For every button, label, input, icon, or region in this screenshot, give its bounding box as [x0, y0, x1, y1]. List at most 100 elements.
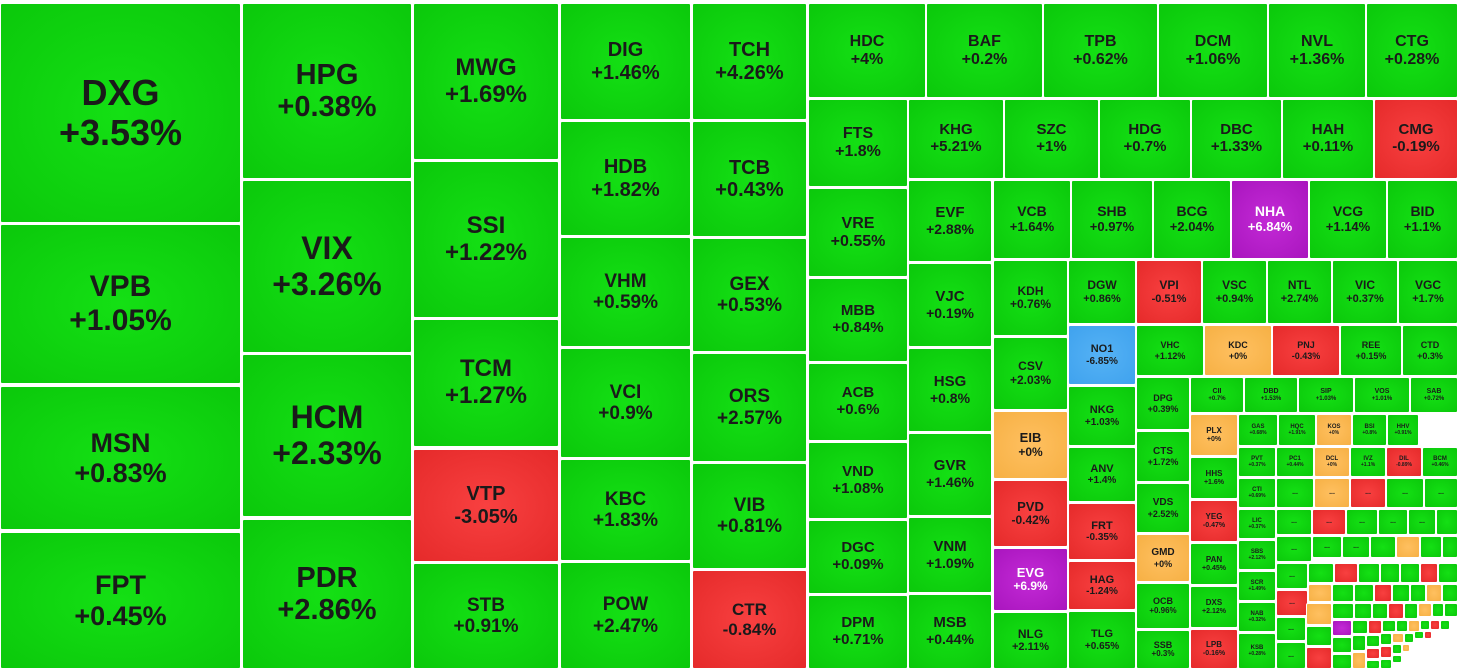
tile-ctr[interactable]: CTR -0.84%	[692, 570, 807, 669]
tile-small[interactable]	[1332, 603, 1354, 619]
tile-ssi[interactable]: SSI +1.22%	[413, 161, 559, 318]
tile-small[interactable]	[1396, 536, 1420, 558]
tile-vre[interactable]: VRE +0.55%	[808, 188, 908, 277]
tile-small[interactable]	[1374, 584, 1392, 602]
tile-acb[interactable]: ACB +0.6%	[808, 363, 908, 441]
tile-nha[interactable]: NHA +6.84%	[1231, 180, 1309, 259]
tile-hqc[interactable]: HQC +1.91%	[1278, 414, 1316, 446]
tile-small[interactable]: ...	[1276, 509, 1312, 535]
tile-hhs[interactable]: HHS +1.6%	[1190, 457, 1238, 499]
tile-vtp[interactable]: VTP -3.05%	[413, 449, 559, 562]
tile-ntl[interactable]: NTL +2.74%	[1267, 260, 1332, 324]
tile-vds[interactable]: VDS +2.52%	[1136, 483, 1190, 533]
tile-small[interactable]	[1430, 620, 1440, 630]
tile-mwg[interactable]: MWG +1.69%	[413, 3, 559, 160]
tile-small[interactable]: ...	[1350, 478, 1386, 508]
tile-hdg[interactable]: HDG +0.7%	[1099, 99, 1191, 179]
tile-vjc[interactable]: VJC +0.19%	[908, 263, 992, 347]
tile-mbb[interactable]: MBB +0.84%	[808, 278, 908, 362]
tile-small[interactable]	[1354, 584, 1374, 602]
tile-hcm[interactable]: HCM +2.33%	[242, 354, 412, 517]
tile-small[interactable]	[1392, 655, 1402, 663]
tile-dbd[interactable]: DBD +1.53%	[1244, 377, 1298, 413]
tile-small[interactable]	[1380, 563, 1400, 583]
tile-pow[interactable]: POW +2.47%	[560, 562, 691, 669]
tile-small[interactable]	[1418, 603, 1432, 617]
tile-small[interactable]: ...	[1276, 642, 1306, 669]
tile-hdc[interactable]: HDC +4%	[808, 3, 926, 98]
tile-scr[interactable]: SCR +1.49%	[1238, 571, 1276, 601]
tile-vpb[interactable]: VPB +1.05%	[0, 224, 241, 384]
tile-no1[interactable]: NO1 -6.85%	[1068, 325, 1136, 385]
tile-kbc[interactable]: KBC +1.83%	[560, 459, 691, 561]
tile-dig[interactable]: DIG +1.46%	[560, 3, 691, 120]
tile-small[interactable]	[1388, 603, 1404, 619]
tile-vpi[interactable]: VPI -0.51%	[1136, 260, 1202, 324]
tile-small[interactable]	[1442, 536, 1458, 558]
tile-evf[interactable]: EVF +2.88%	[908, 180, 992, 262]
tile-nvl[interactable]: NVL +1.36%	[1268, 3, 1366, 98]
tile-pdr[interactable]: PDR +2.86%	[242, 519, 412, 669]
tile-bcg[interactable]: BCG +2.04%	[1153, 180, 1231, 259]
tile-tpb[interactable]: TPB +0.62%	[1043, 3, 1158, 98]
tile-ree[interactable]: REE +0.15%	[1340, 325, 1402, 376]
tile-frt[interactable]: FRT -0.35%	[1068, 503, 1136, 560]
tile-small[interactable]: ...	[1424, 478, 1458, 508]
tile-plx[interactable]: PLX +0%	[1190, 414, 1238, 456]
tile-small[interactable]	[1306, 626, 1332, 646]
tile-small[interactable]	[1404, 603, 1418, 619]
tile-small[interactable]	[1366, 635, 1380, 647]
tile-ocb[interactable]: OCB +0.96%	[1136, 583, 1190, 629]
tile-vos[interactable]: VOS +1.01%	[1354, 377, 1410, 413]
tile-dcm[interactable]: DCM +1.06%	[1158, 3, 1268, 98]
tile-small[interactable]: ...	[1276, 617, 1306, 641]
tile-anv[interactable]: ANV +1.4%	[1068, 447, 1136, 502]
tile-small[interactable]	[1332, 584, 1354, 602]
tile-small[interactable]	[1436, 509, 1458, 535]
tile-pan[interactable]: PAN +0.45%	[1190, 543, 1238, 585]
tile-hhv[interactable]: HHV +0.91%	[1387, 414, 1419, 446]
tile-vix[interactable]: VIX +3.26%	[242, 180, 412, 353]
tile-small[interactable]	[1400, 563, 1420, 583]
tile-eib[interactable]: EIB +0%	[993, 411, 1068, 479]
tile-vcb[interactable]: VCB +1.64%	[993, 180, 1071, 259]
tile-vhc[interactable]: VHC +1.12%	[1136, 325, 1204, 376]
tile-sab[interactable]: SAB +0.72%	[1410, 377, 1458, 413]
tile-vnd[interactable]: VND +1.08%	[808, 442, 908, 519]
tile-small[interactable]: ...	[1276, 478, 1314, 508]
tile-dcl[interactable]: DCL +0%	[1314, 447, 1350, 477]
tile-pnj[interactable]: PNJ -0.43%	[1272, 325, 1340, 376]
tile-nkg[interactable]: NKG +1.03%	[1068, 386, 1136, 446]
tile-stb[interactable]: STB +0.91%	[413, 563, 559, 669]
tile-vgc[interactable]: VGC +1.7%	[1398, 260, 1458, 324]
tile-small[interactable]	[1402, 644, 1410, 652]
tile-small[interactable]	[1396, 620, 1408, 632]
tile-small[interactable]	[1332, 637, 1352, 653]
tile-pvt[interactable]: PVT +0.37%	[1238, 447, 1276, 477]
tile-gmd[interactable]: GMD +0%	[1136, 534, 1190, 582]
tile-ssb[interactable]: SSB +0.3%	[1136, 630, 1190, 669]
tile-dpm[interactable]: DPM +0.71%	[808, 595, 908, 669]
tile-dpg[interactable]: DPG +0.39%	[1136, 377, 1190, 430]
tile-nab[interactable]: NAB +0.32%	[1238, 602, 1276, 632]
tile-evg[interactable]: EVG +6.9%	[993, 548, 1068, 611]
tile-small[interactable]	[1354, 603, 1372, 619]
tile-small[interactable]	[1368, 620, 1382, 634]
tile-small[interactable]: ...	[1312, 509, 1346, 535]
tile-small[interactable]: ...	[1386, 478, 1424, 508]
tile-small[interactable]	[1308, 584, 1332, 602]
tile-small[interactable]	[1404, 633, 1414, 643]
tile-cii[interactable]: CII +0.7%	[1190, 377, 1244, 413]
tile-small[interactable]	[1306, 603, 1332, 625]
tile-ksb[interactable]: KSB +0.28%	[1238, 633, 1276, 669]
tile-small[interactable]	[1442, 584, 1458, 602]
tile-small[interactable]: ...	[1346, 509, 1378, 535]
tile-small[interactable]	[1380, 633, 1392, 645]
tile-gas[interactable]: GAS +0.68%	[1238, 414, 1278, 446]
tile-dgw[interactable]: DGW +0.86%	[1068, 260, 1136, 324]
tile-vic[interactable]: VIC +0.37%	[1332, 260, 1398, 324]
tile-fts[interactable]: FTS +1.8%	[808, 99, 908, 187]
tile-small[interactable]	[1424, 631, 1432, 639]
tile-small[interactable]	[1366, 660, 1380, 669]
tile-cti[interactable]: CTI +0.69%	[1238, 478, 1276, 508]
